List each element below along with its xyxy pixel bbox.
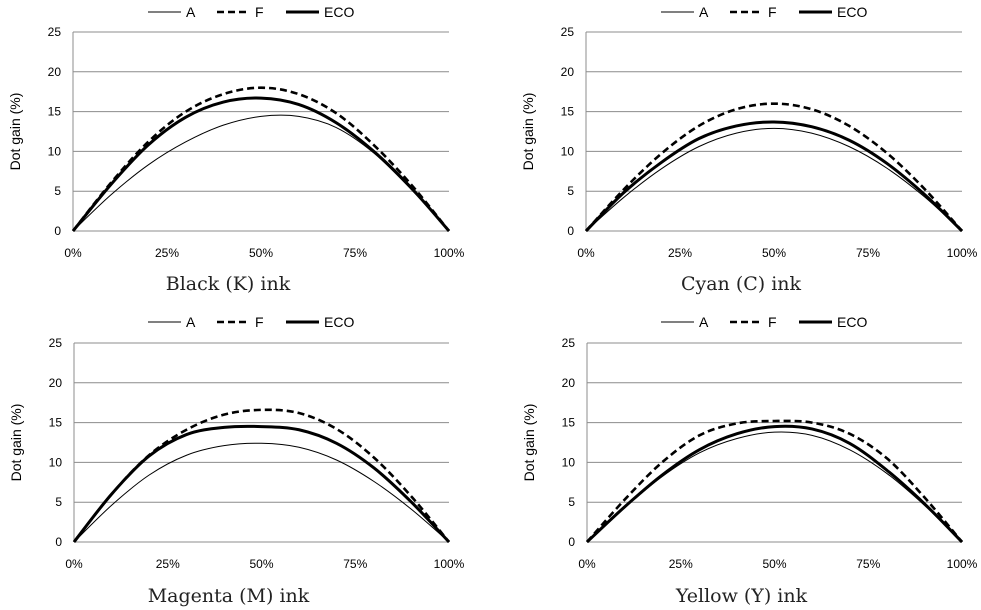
y-axis-label: Dot gain (%) [521, 404, 537, 482]
x-tick-label: 50% [762, 557, 786, 571]
series-line-eco [72, 424, 451, 544]
y-tick-label: 10 [49, 455, 63, 469]
y-tick-label: 10 [562, 455, 576, 469]
y-tick-label: 5 [567, 184, 574, 198]
x-tick-label: 0% [578, 557, 596, 571]
magenta-ink-chart: 0 5 10 15 20 25 0% 25% 50% 75% 100% Dot gain (%) A F E… [8, 314, 465, 607]
series-line-f [586, 419, 963, 543]
x-tick-label: 100% [434, 246, 465, 260]
series-line-f [585, 102, 963, 232]
x-tick-label: 0% [65, 557, 83, 571]
black-ink-chart: 0 5 10 15 20 25 0% 25% 50% 75% 100% Dot gain (%) A F E… [7, 4, 465, 295]
y-axis-label: Dot gain (%) [8, 404, 24, 482]
y-tick-label: 15 [49, 416, 63, 430]
legend-label-a: A [186, 4, 196, 20]
y-tick-label: 0 [567, 224, 574, 238]
y-tick-label: 10 [561, 144, 575, 158]
series-line-a [72, 114, 450, 232]
y-axis-label: Dot gain (%) [520, 93, 536, 171]
legend-label-eco: ECO [837, 4, 867, 20]
series-line-a [73, 442, 450, 543]
legend-label-eco: ECO [324, 4, 354, 20]
chart-caption: Magenta (M) ink [148, 585, 310, 607]
y-tick-label: 20 [562, 376, 576, 390]
x-tick-label: 100% [947, 246, 978, 260]
series-line-a [585, 127, 963, 232]
x-tick-label: 100% [947, 557, 978, 571]
x-tick-label: 100% [434, 557, 465, 571]
legend-label-eco: ECO [837, 314, 867, 330]
legend-label-a: A [186, 314, 196, 330]
x-tick-label: 0% [64, 246, 82, 260]
cyan-ink-chart: 0 5 10 15 20 25 0% 25% 50% 75% 100% Dot gain (%) A F E… [520, 4, 978, 295]
legend-label-a: A [699, 4, 709, 20]
y-tick-label: 5 [54, 184, 61, 198]
x-tick-label: 50% [249, 557, 273, 571]
y-tick-label: 15 [562, 416, 576, 430]
y-tick-label: 5 [55, 495, 62, 509]
chart-caption: Yellow (Y) ink [675, 585, 808, 607]
series-line-f [71, 86, 451, 232]
x-tick-label: 0% [577, 246, 595, 260]
x-tick-label: 25% [156, 557, 180, 571]
legend-label-f: F [255, 314, 264, 330]
series-line-eco [585, 424, 964, 544]
y-axis-label: Dot gain (%) [7, 93, 23, 171]
chart-caption: Cyan (C) ink [681, 273, 802, 295]
y-tick-label: 10 [48, 144, 62, 158]
x-tick-label: 50% [762, 246, 786, 260]
y-tick-label: 0 [568, 535, 575, 549]
y-tick-label: 20 [49, 376, 63, 390]
y-tick-label: 20 [48, 65, 62, 79]
x-tick-label: 75% [856, 246, 880, 260]
legend-label-a: A [699, 314, 709, 330]
y-tick-label: 0 [55, 535, 62, 549]
series-line-eco [71, 96, 451, 232]
legend-label-eco: ECO [324, 314, 354, 330]
y-tick-label: 25 [562, 336, 576, 350]
series-line-eco [584, 120, 964, 233]
chart-caption: Black (K) ink [166, 273, 291, 295]
x-tick-label: 75% [856, 557, 880, 571]
y-tick-label: 25 [561, 25, 575, 39]
y-tick-label: 25 [48, 25, 62, 39]
y-tick-label: 0 [54, 224, 61, 238]
series-line-f [72, 408, 451, 543]
y-tick-label: 15 [48, 105, 62, 119]
x-tick-label: 25% [155, 246, 179, 260]
x-tick-label: 75% [343, 557, 367, 571]
x-tick-label: 75% [343, 246, 367, 260]
x-tick-label: 50% [249, 246, 273, 260]
y-tick-label: 15 [561, 105, 575, 119]
legend-label-f: F [255, 4, 264, 20]
y-tick-label: 5 [568, 495, 575, 509]
legend-label-f: F [768, 4, 777, 20]
y-tick-label: 25 [49, 336, 63, 350]
y-tick-label: 20 [561, 65, 575, 79]
x-tick-label: 25% [668, 246, 692, 260]
legend-label-f: F [768, 314, 777, 330]
yellow-ink-chart: 0 5 10 15 20 25 0% 25% 50% 75% 100% Dot gain (%) A F E… [521, 314, 978, 607]
x-tick-label: 25% [669, 557, 693, 571]
